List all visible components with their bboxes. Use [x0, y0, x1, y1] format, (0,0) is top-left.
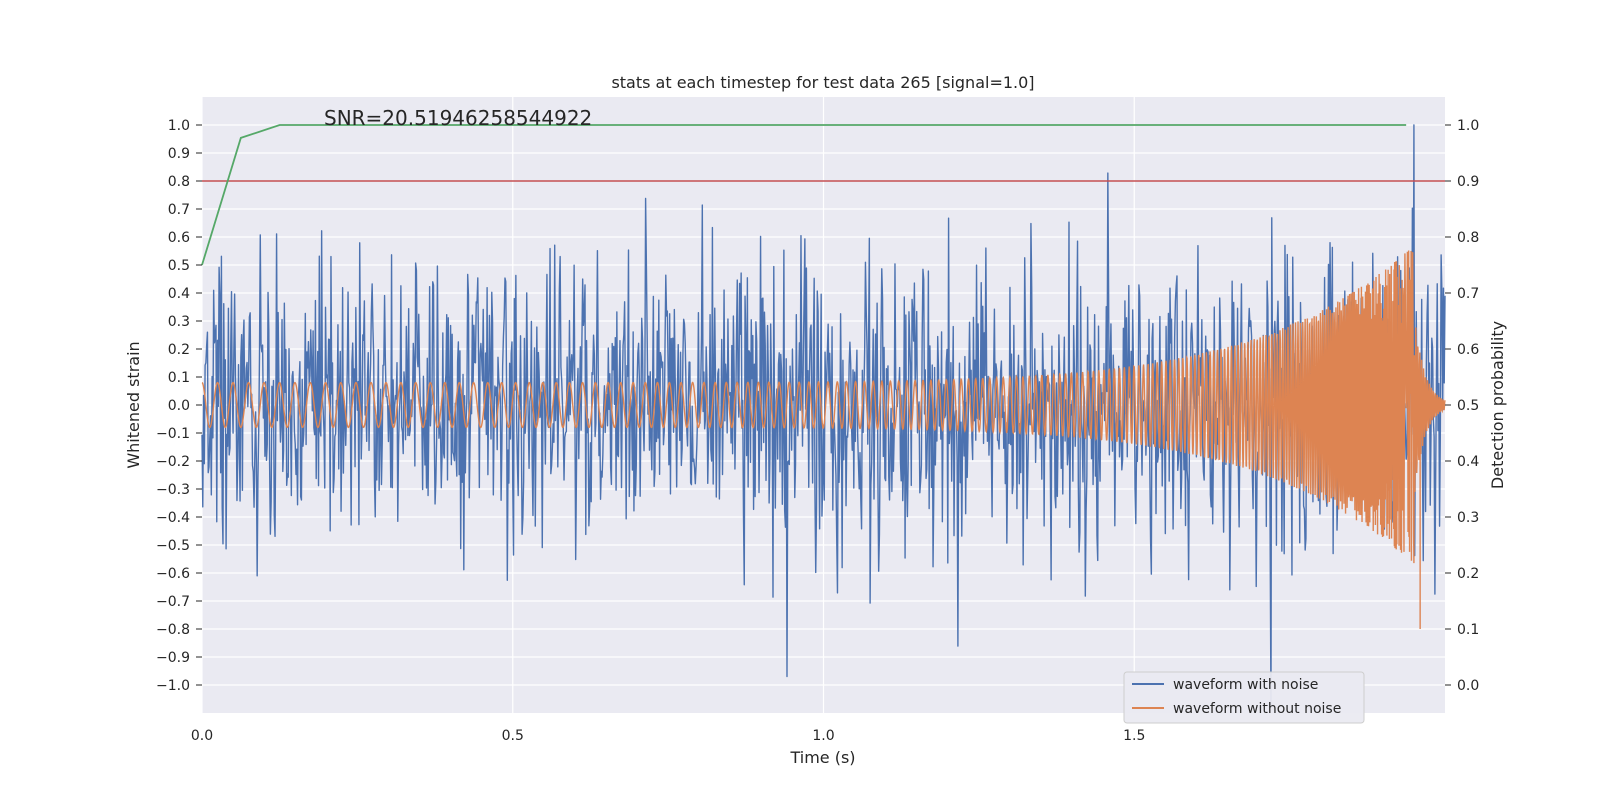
y-tick-label: −0.2 — [156, 454, 190, 470]
y2-tick-label: 0.7 — [1457, 286, 1479, 302]
x-axis-ticks: 0.0 0.5 1.0 1.5 — [191, 728, 1146, 744]
y2-tick-label: 0.8 — [1457, 230, 1479, 246]
y-axis-label: Whitened strain — [124, 341, 143, 468]
legend: waveform with noise waveform without noi… — [1123, 671, 1365, 724]
y-tick-label: 1.0 — [168, 118, 190, 134]
y-tick-label: −0.9 — [156, 650, 190, 666]
legend-label-clean: waveform without noise — [1173, 701, 1341, 717]
y-tick-label: 0.5 — [168, 258, 190, 274]
y-axis-ticks: 1.0 0.9 0.8 0.7 0.6 0.5 0.4 0.3 0.2 0.1 0.0 −0.1 −0.… — [156, 118, 202, 694]
legend-box — [1123, 671, 1365, 724]
y-tick-label: −0.8 — [156, 622, 190, 638]
y2-tick-label: 0.0 — [1457, 678, 1479, 694]
y-tick-label: 0.6 — [168, 230, 190, 246]
y2-tick-label: 0.1 — [1457, 622, 1479, 638]
y-tick-label: −1.0 — [156, 678, 190, 694]
x-tick-label: 0.5 — [502, 728, 524, 744]
y-tick-label: −0.6 — [156, 566, 190, 582]
y-tick-label: 0.9 — [168, 146, 190, 162]
x-axis-label: Time (s) — [789, 748, 855, 767]
series-waveform-without-noise — [201, 250, 1446, 564]
x-tick-label: 1.5 — [1123, 728, 1145, 744]
y-tick-label: −0.3 — [156, 482, 190, 498]
y-gridlines — [202, 124, 1445, 686]
y2-tick-label: 0.9 — [1457, 174, 1479, 190]
y-tick-label: −0.7 — [156, 594, 190, 610]
y-tick-label: 0.7 — [168, 202, 190, 218]
y-tick-label: 0.4 — [168, 286, 190, 302]
plot-content — [201, 124, 1446, 709]
x-tick-label: 0.0 — [191, 728, 213, 744]
legend-label-noise: waveform with noise — [1173, 677, 1318, 693]
y2-tick-label: 0.3 — [1457, 510, 1479, 526]
y-tick-label: 0.3 — [168, 314, 190, 330]
chart-title: stats at each timestep for test data 265… — [611, 73, 1034, 92]
y-tick-label: −0.5 — [156, 538, 190, 554]
y2-tick-label: 1.0 — [1457, 118, 1479, 134]
y-tick-label: 0.0 — [168, 398, 190, 414]
y2-tick-label: 0.5 — [1457, 398, 1479, 414]
y-tick-label: −0.4 — [156, 510, 190, 526]
snr-annotation: SNR=20.51946258544922 — [324, 106, 592, 130]
detection-probability-line — [201, 124, 1407, 266]
y2-tick-label: 0.2 — [1457, 566, 1479, 582]
y-tick-label: 0.2 — [168, 342, 190, 358]
y2-axis-ticks: 1.0 0.9 0.8 0.7 0.6 0.5 0.4 0.3 0.2 0.1 0.0 — [1445, 118, 1479, 694]
y2-tick-label: 0.6 — [1457, 342, 1479, 358]
y2-axis-label: Detection probability — [1488, 321, 1507, 489]
y2-tick-label: 0.4 — [1457, 454, 1479, 470]
y-tick-label: 0.1 — [168, 370, 190, 386]
y-tick-label: −0.1 — [156, 426, 190, 442]
y-tick-label: 0.8 — [168, 174, 190, 190]
x-tick-label: 1.0 — [812, 728, 834, 744]
